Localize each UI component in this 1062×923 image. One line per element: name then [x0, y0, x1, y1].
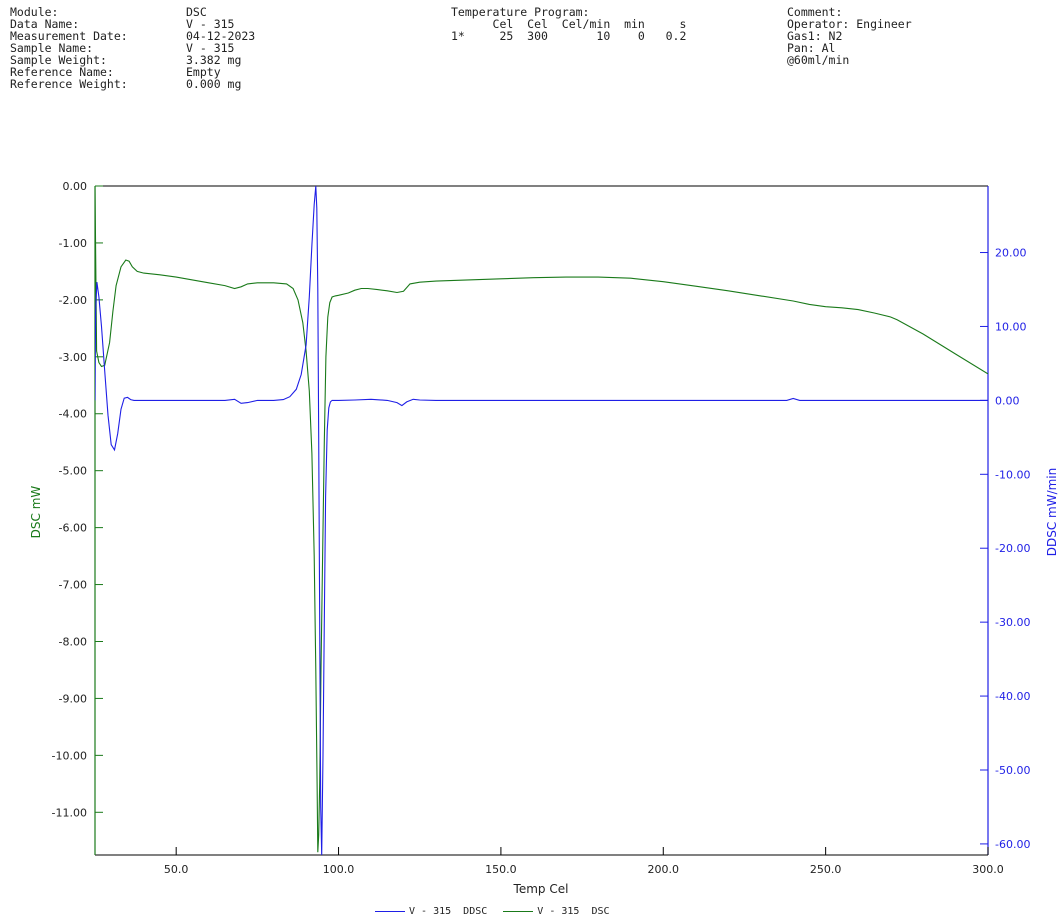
legend-item-ddsc: V - 315 DDSC — [375, 906, 487, 917]
y-right-tick-label: -60.00 — [995, 838, 1030, 851]
info-row: Sample Weight: 3.382 mg — [10, 54, 255, 66]
info-value: 04-12-2023 — [186, 29, 256, 43]
y-left-tick-label: -9.00 — [59, 692, 87, 705]
info-label: Measurement Date: — [10, 29, 128, 43]
y-right-tick-label: -40.00 — [995, 690, 1030, 703]
x-tick-label: 150.0 — [485, 863, 517, 876]
legend-item-dsc: V - 315 DSC — [503, 906, 610, 917]
info-value: V - 315 — [186, 17, 235, 31]
y-left-tick-label: -4.00 — [59, 408, 87, 421]
y-right-tick-label: 20.00 — [995, 247, 1027, 260]
x-tick-label: 100.0 — [323, 863, 355, 876]
y-left-tick-label: -7.00 — [59, 579, 87, 592]
comment-block: Comment: Operator: Engineer Gas1: N2 Pan… — [787, 6, 912, 66]
y-right-tick-label: -10.00 — [995, 468, 1030, 481]
y-left-tick-label: 0.00 — [63, 180, 88, 193]
x-tick-label: 300.0 — [972, 863, 1004, 876]
legend-swatch-ddsc — [375, 911, 405, 912]
info-label: Data Name: — [10, 17, 80, 31]
info-row: Measurement Date: 04-12-2023 — [10, 30, 255, 42]
x-tick-label: 250.0 — [810, 863, 842, 876]
ddsc-series-line — [95, 185, 988, 855]
y-axis-right-label: DDSC mW/min — [1045, 468, 1059, 557]
info-row: Data Name: V - 315 — [10, 18, 255, 30]
legend-label-ddsc: V - 315 DDSC — [409, 906, 488, 917]
info-rows: Module: DSC Data Name: V - 315 Measurement D… — [10, 6, 255, 90]
comment-line: Operator: Engineer — [787, 17, 912, 31]
y-left-tick-label: -3.00 — [59, 351, 87, 364]
y-left-tick-label: -11.00 — [52, 806, 87, 819]
comment-line: Pan: Al — [787, 41, 836, 55]
y-left-tick-label: -1.00 — [59, 237, 87, 250]
info-value: Empty — [186, 65, 221, 79]
info-label: Sample Weight: — [10, 53, 107, 67]
y-right-tick-label: 10.00 — [995, 320, 1027, 333]
info-label: Reference Name: — [10, 65, 114, 79]
temperature-program: Temperature Program: Cel Cel Cel/min min… — [451, 6, 686, 42]
chart-axes: 50.0 100.0 150.0 200.0 250.0 300.0 0.00 -1.00 -2… — [52, 180, 1031, 876]
y-left-tick-label: -6.00 — [59, 522, 87, 535]
chart-legend: V - 315 DDSC V - 315 DSC — [375, 906, 626, 917]
y-axis-left-label: DSC mW — [29, 486, 43, 539]
x-axis-label: Temp Cel — [513, 882, 569, 896]
y-left-tick-label: -5.00 — [59, 465, 87, 478]
y-left-tick-label: -2.00 — [59, 294, 87, 307]
y-left-tick-label: -10.00 — [52, 749, 87, 762]
y-right-tick-label: 0.00 — [995, 394, 1020, 407]
x-tick-label: 200.0 — [648, 863, 680, 876]
info-row: Reference Name: Empty — [10, 66, 255, 78]
info-row: Reference Weight: 0.000 mg — [10, 78, 255, 90]
info-block: Module: DSC Data Name: V - 315 Measurement D… — [10, 6, 255, 90]
y-right-tick-label: -20.00 — [995, 542, 1030, 555]
info-label: Reference Weight: — [10, 77, 128, 91]
info-value: V - 315 — [186, 41, 235, 55]
y-left-tick-label: -8.00 — [59, 635, 87, 648]
comment-line: @60ml/min — [787, 53, 850, 67]
program-title: Temperature Program: — [451, 5, 590, 19]
comment-line: Comment: — [787, 5, 843, 19]
dsc-series-line — [95, 185, 988, 853]
legend-label-dsc: V - 315 DSC — [537, 906, 610, 917]
program-row: 1* 25 300 10 0 0.2 — [451, 29, 687, 43]
info-label: Sample Name: — [10, 41, 94, 55]
y-right-tick-label: -50.00 — [995, 764, 1030, 777]
info-value: 3.382 mg — [186, 53, 242, 67]
program-columns: Cel Cel Cel/min min s — [451, 17, 687, 31]
legend-swatch-dsc — [503, 911, 534, 912]
x-tick-label: 50.0 — [164, 863, 189, 876]
chart-series — [95, 185, 988, 855]
y-right-tick-label: -30.00 — [995, 616, 1030, 629]
info-value: DSC — [186, 5, 207, 19]
info-label: Module: — [10, 5, 59, 19]
comment-line: Gas1: N2 — [787, 29, 843, 43]
info-row: Sample Name: V - 315 — [10, 42, 255, 54]
info-value: 0.000 mg — [186, 77, 242, 91]
info-row: Module: DSC — [10, 6, 255, 18]
